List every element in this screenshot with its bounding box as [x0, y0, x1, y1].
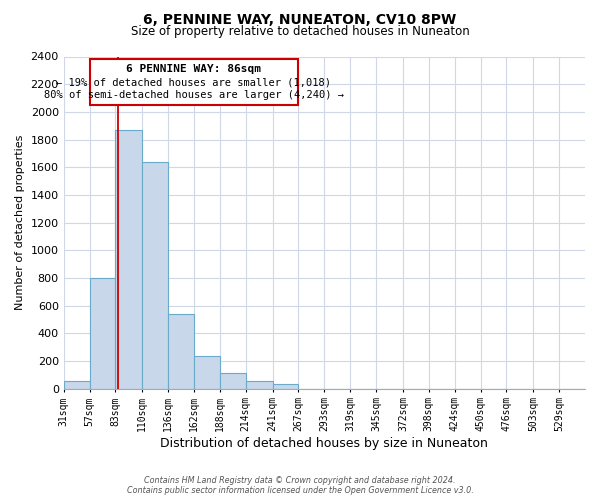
Text: Size of property relative to detached houses in Nuneaton: Size of property relative to detached ho… — [131, 25, 469, 38]
Text: 6 PENNINE WAY: 86sqm: 6 PENNINE WAY: 86sqm — [127, 64, 262, 74]
X-axis label: Distribution of detached houses by size in Nuneaton: Distribution of detached houses by size … — [160, 437, 488, 450]
Text: 80% of semi-detached houses are larger (4,240) →: 80% of semi-detached houses are larger (… — [44, 90, 344, 100]
Bar — [64, 381, 89, 388]
Bar — [142, 162, 168, 388]
Bar — [115, 130, 142, 388]
Bar — [220, 374, 246, 388]
Y-axis label: Number of detached properties: Number of detached properties — [15, 135, 25, 310]
Bar — [246, 381, 272, 388]
Text: Contains HM Land Registry data © Crown copyright and database right 2024.
Contai: Contains HM Land Registry data © Crown c… — [127, 476, 473, 495]
Bar — [272, 384, 298, 388]
Text: ← 19% of detached houses are smaller (1,018): ← 19% of detached houses are smaller (1,… — [56, 77, 331, 87]
Bar — [194, 356, 220, 388]
Text: 6, PENNINE WAY, NUNEATON, CV10 8PW: 6, PENNINE WAY, NUNEATON, CV10 8PW — [143, 12, 457, 26]
Bar — [168, 314, 194, 388]
FancyBboxPatch shape — [89, 60, 298, 105]
Bar — [89, 278, 115, 388]
